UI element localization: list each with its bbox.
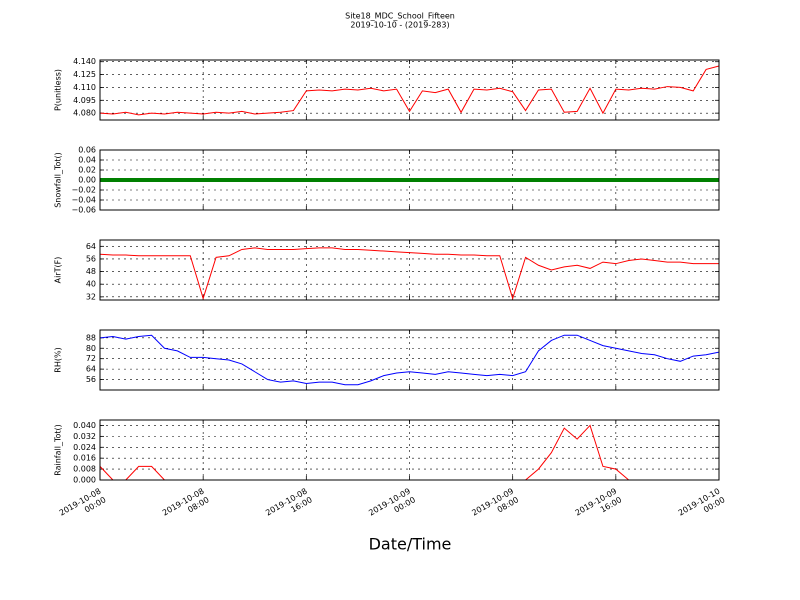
y-tick-label: 64 — [86, 365, 96, 374]
y-tick-label: 4.110 — [73, 83, 96, 92]
plot-frame — [99, 59, 720, 121]
y-tick-label: 64 — [86, 242, 96, 251]
x-tick-label: 2019-10-0800:00 — [57, 486, 107, 526]
y-tick-label: 88 — [86, 333, 96, 342]
y-tick-label: 56 — [86, 375, 96, 384]
y-tick-label: 0.00 — [78, 176, 96, 185]
y-tick-label: 0.040 — [73, 421, 96, 430]
series-line — [99, 247, 719, 301]
y-tick-label: 0.032 — [73, 432, 96, 441]
x-tick-label: 2019-10-0916:00 — [573, 486, 623, 526]
y-tick-label: 0.06 — [78, 146, 96, 155]
chart-subtitle: 2019-10-10 - (2019-283) — [350, 21, 449, 30]
plot-frame — [99, 329, 720, 391]
x-tick-label: 2019-10-0908:00 — [470, 486, 520, 526]
y-tick-label: 0.016 — [73, 454, 96, 463]
plot-frame — [99, 149, 720, 211]
chart-title: Site18_MDC_School_Fifteen — [345, 12, 455, 21]
y-tick-label: 40 — [86, 280, 96, 289]
y-tick-label: 32 — [86, 292, 96, 301]
y-tick-label: 0.024 — [73, 443, 96, 452]
x-tick-label: 2019-10-0816:00 — [264, 486, 314, 526]
y-tick-label: −0.02 — [71, 186, 96, 195]
y-tick-label: 48 — [86, 267, 96, 276]
y-tick-label: 4.080 — [73, 109, 96, 118]
y-tick-label: 0.000 — [73, 476, 96, 485]
y-tick-label: 4.140 — [73, 57, 96, 66]
y-tick-label: 0.04 — [78, 156, 96, 165]
plot-frame — [99, 239, 720, 301]
x-tick-label: 2019-10-0808:00 — [161, 486, 211, 526]
y-tick-label: 56 — [86, 254, 96, 263]
x-axis-label: Date/Time — [369, 535, 452, 554]
plot-frame — [99, 419, 720, 481]
y-tick-label: 0.02 — [78, 166, 96, 175]
y-tick-label: 72 — [86, 354, 96, 363]
y-axis-label: AirT(F) — [54, 257, 63, 284]
y-axis-label: RH(%) — [54, 347, 63, 372]
y-tick-label: −0.04 — [71, 196, 96, 205]
y-tick-label: −0.06 — [71, 206, 96, 215]
x-tick-label: 2019-10-0900:00 — [367, 486, 417, 526]
y-tick-label: 4.095 — [73, 96, 96, 105]
series-line — [99, 65, 720, 116]
y-axis-label: P(unitless) — [54, 69, 63, 111]
series-line — [99, 334, 720, 386]
y-tick-label: 80 — [86, 344, 96, 353]
y-tick-label: 0.008 — [73, 465, 96, 474]
x-tick-label: 2019-10-1000:00 — [676, 486, 726, 526]
y-axis-label: Rainfall_Tot() — [54, 424, 63, 476]
y-axis-label: Snowfall_Tot() — [54, 152, 63, 208]
y-tick-label: 4.125 — [73, 70, 96, 79]
